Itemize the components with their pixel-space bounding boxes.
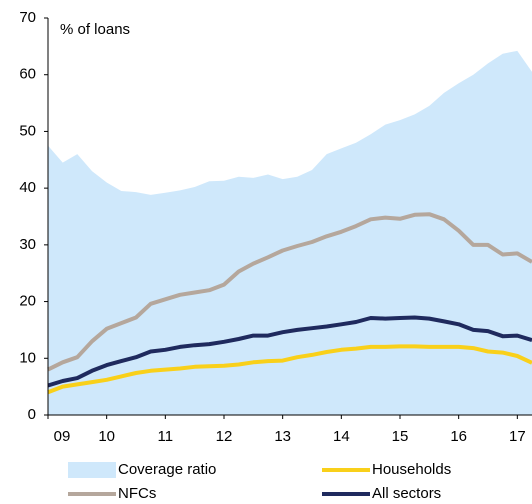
x-tick-label: 11 [158,428,174,445]
y-tick-label: 70 [19,9,36,26]
x-tick-label: 13 [274,428,291,445]
x-tick-label: 17 [509,428,526,445]
x-tick-label: 16 [450,428,467,445]
line [47,212,532,372]
line [47,315,532,388]
x-tick-label: 10 [98,428,115,445]
legend-swatch [68,462,116,478]
x-tick-label: 14 [333,428,350,445]
legend-label: Households [372,461,451,478]
legend-label: All sectors [372,485,441,502]
legend-label: NFCs [118,485,156,502]
y-tick-label: 20 [19,293,36,310]
y-axis-label: % of loans [60,21,130,38]
x-tick-label: 12 [216,428,233,445]
y-tick-label: 30 [19,236,36,253]
area [48,50,532,416]
x-tick-label: 09 [54,428,71,445]
y-tick-label: 50 [19,122,36,139]
y-tick-label: 60 [19,66,36,83]
y-tick-label: 40 [19,179,36,196]
legend-label: Coverage ratio [118,461,216,478]
y-tick-label: 0 [28,406,36,423]
line [47,344,532,395]
y-tick-label: 10 [19,349,36,366]
x-tick-label: 15 [392,428,409,445]
